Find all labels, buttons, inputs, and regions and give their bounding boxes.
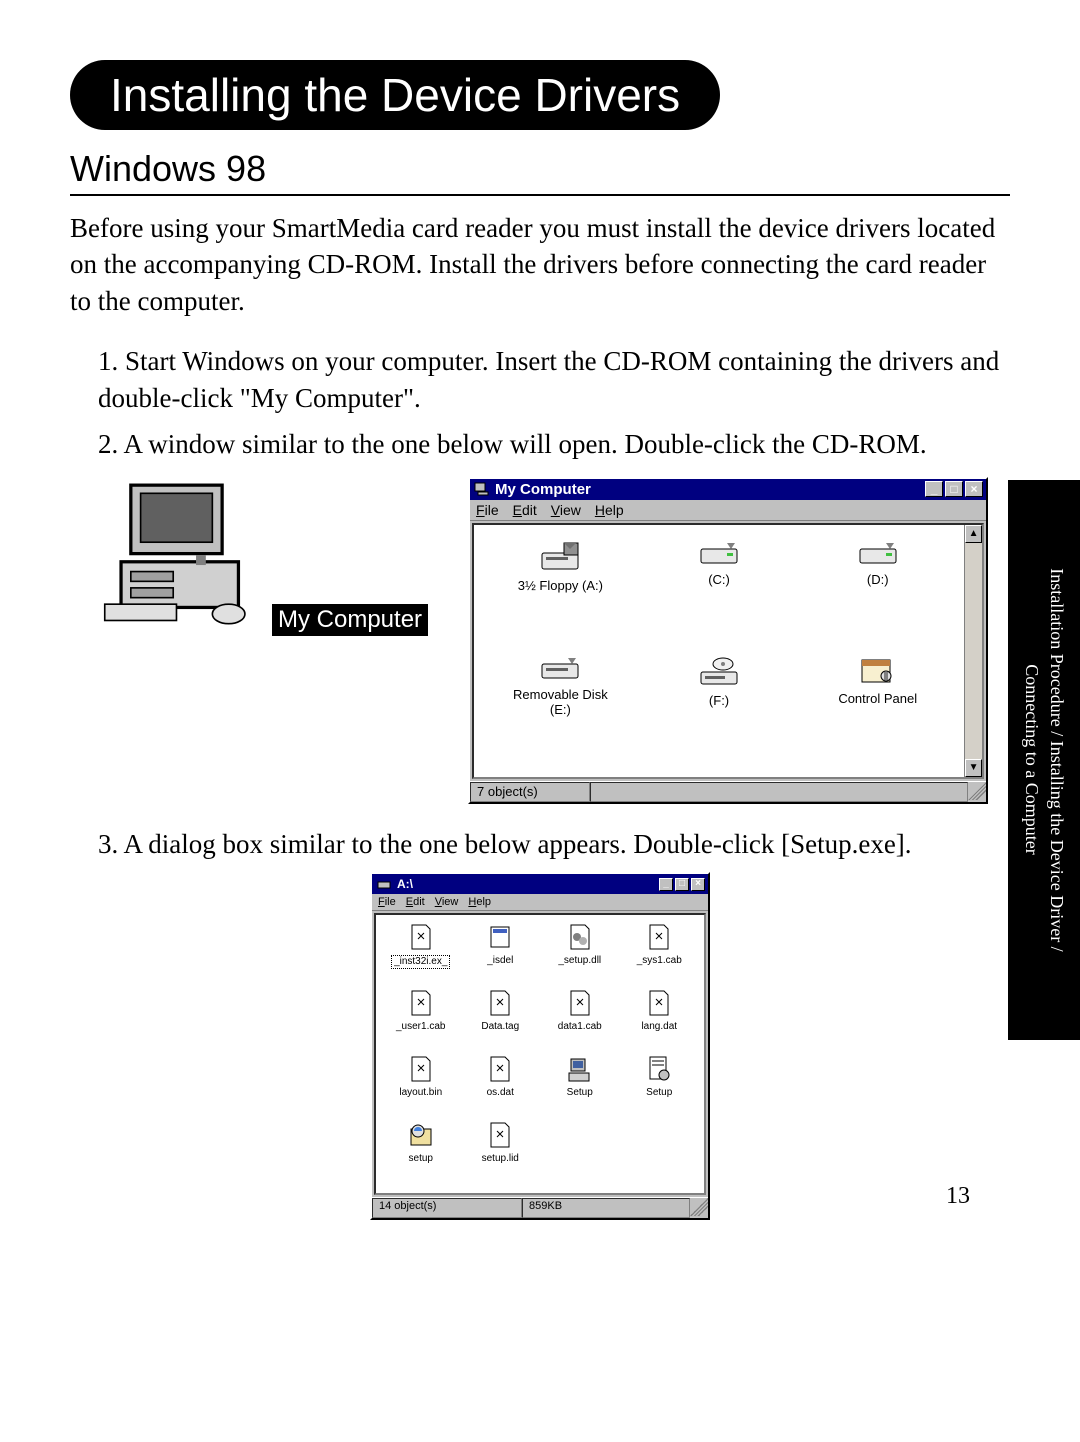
icon-label: Control Panel (801, 692, 954, 707)
file-icon[interactable]: _user1.cab (382, 989, 460, 1053)
step-list-2: 3. A dialog box similar to the one below… (70, 826, 1010, 862)
floppy-drive-icon[interactable]: 3½ Floppy (A:) (484, 539, 637, 648)
my-computer-desktop-icon: My Computer (98, 477, 428, 636)
drive-a-window: A:\ _ □ × File Edit View Help _inst32i.e… (370, 872, 710, 1220)
vertical-scrollbar[interactable]: ▲ ▼ (964, 525, 982, 777)
file-icon[interactable]: data1.cab (541, 989, 619, 1053)
window-icon (375, 876, 393, 892)
file-icon[interactable]: _sys1.cab (621, 923, 699, 987)
drive-c-icon[interactable]: (C:) (643, 539, 796, 648)
icon-label: _setup.dll (541, 955, 619, 967)
icon-label: _user1.cab (382, 1021, 460, 1033)
window-title: My Computer (495, 481, 921, 498)
icon-label: Setup (621, 1087, 699, 1099)
removable-disk-icon[interactable]: Removable Disk (E:) (484, 654, 637, 763)
icon-label: (D:) (801, 573, 954, 588)
control-panel-icon[interactable]: Control Panel (801, 654, 954, 763)
menubar: File Edit View Help (470, 500, 986, 521)
icon-label: lang.dat (621, 1021, 699, 1033)
window-icon (473, 481, 491, 497)
titlebar: My Computer _ □ × (470, 479, 986, 500)
status-spacer (590, 782, 968, 802)
section-heading: Windows 98 (70, 148, 1010, 196)
icon-label: Removable Disk (E:) (484, 688, 637, 718)
window-title: A:\ (397, 877, 655, 891)
icon-label: setup.lid (462, 1153, 540, 1165)
close-button[interactable]: × (965, 481, 983, 497)
cdrom-drive-icon[interactable]: (F:) (643, 654, 796, 763)
menu-help[interactable]: Help (595, 502, 624, 518)
statusbar: 7 object(s) (470, 781, 986, 802)
setup-icon[interactable]: Setup (541, 1055, 619, 1119)
icon-label: 3½ Floppy (A:) (484, 579, 637, 594)
setup-ini-icon[interactable]: Setup (621, 1055, 699, 1119)
icon-label: (C:) (643, 573, 796, 588)
my-computer-label: My Computer (272, 604, 428, 636)
icon-label: _sys1.cab (621, 955, 699, 967)
menu-edit[interactable]: Edit (513, 502, 537, 518)
icon-label: _isdel (462, 955, 540, 967)
icon-label: (F:) (643, 694, 796, 709)
icon-label: layout.bin (382, 1087, 460, 1099)
file-icon[interactable]: Data.tag (462, 989, 540, 1053)
menu-file[interactable]: File (378, 896, 396, 908)
status-size: 859KB (522, 1198, 690, 1218)
menu-help[interactable]: Help (468, 896, 491, 908)
icon-label: Data.tag (462, 1021, 540, 1033)
intro-paragraph: Before using your SmartMedia card reader… (70, 210, 1010, 319)
icon-label: Setup (541, 1087, 619, 1099)
status-object-count: 7 object(s) (470, 782, 590, 802)
resize-grip[interactable] (690, 1198, 708, 1216)
client-area: _inst32i.ex_ _isdel _setup.dll _sys1.cab… (374, 913, 706, 1195)
step-1: 1. Start Windows on your computer. Inser… (98, 343, 1010, 416)
icon-label: setup (382, 1153, 460, 1165)
minimize-button[interactable]: _ (925, 481, 943, 497)
titlebar: A:\ _ □ × (372, 874, 708, 894)
client-area: 3½ Floppy (A:) (C:) (D:) Removable Disk … (472, 523, 984, 779)
icon-label: os.dat (462, 1087, 540, 1099)
page: Installing the Device Drivers Windows 98… (0, 0, 1080, 1260)
file-icon[interactable]: lang.dat (621, 989, 699, 1053)
side-tab: Installation Procedure / Installing the … (1008, 480, 1080, 1040)
maximize-button[interactable]: □ (675, 878, 689, 891)
minimize-button[interactable]: _ (659, 878, 673, 891)
statusbar: 14 object(s) 859KB (372, 1197, 708, 1218)
step-list: 1. Start Windows on your computer. Inser… (70, 343, 1010, 462)
icon-label: data1.cab (541, 1021, 619, 1033)
scroll-down-button[interactable]: ▼ (965, 759, 982, 777)
scroll-up-button[interactable]: ▲ (965, 525, 982, 543)
page-title-pill: Installing the Device Drivers (70, 60, 720, 130)
setup-exe-icon[interactable]: setup (382, 1121, 460, 1185)
close-button[interactable]: × (691, 878, 705, 891)
file-icon[interactable]: os.dat (462, 1055, 540, 1119)
menu-edit[interactable]: Edit (406, 896, 425, 908)
step-3: 3. A dialog box similar to the one below… (98, 826, 1010, 862)
icon-label: _inst32i.ex_ (391, 955, 450, 969)
my-computer-window: My Computer _ □ × File Edit View Help 3½… (468, 477, 988, 804)
status-object-count: 14 object(s) (372, 1198, 522, 1218)
menubar: File Edit View Help (372, 894, 708, 911)
file-icon[interactable]: _isdel (462, 923, 540, 987)
drive-d-icon[interactable]: (D:) (801, 539, 954, 648)
page-number: 13 (946, 1183, 970, 1210)
menu-view[interactable]: View (435, 896, 459, 908)
file-icon[interactable]: setup.lid (462, 1121, 540, 1185)
maximize-button[interactable]: □ (945, 481, 963, 497)
figure-row-1: My Computer My Computer _ □ × File Edit … (98, 477, 1010, 804)
file-icon[interactable]: _inst32i.ex_ (382, 923, 460, 987)
file-icon[interactable]: _setup.dll (541, 923, 619, 987)
computer-icon (98, 477, 268, 627)
side-tab-text: Installation Procedure / Installing the … (1019, 568, 1069, 951)
resize-grip[interactable] (968, 782, 986, 800)
step-2: 2. A window similar to the one below wil… (98, 426, 1010, 462)
menu-view[interactable]: View (551, 502, 581, 518)
file-icon[interactable]: layout.bin (382, 1055, 460, 1119)
menu-file[interactable]: File (476, 502, 499, 518)
